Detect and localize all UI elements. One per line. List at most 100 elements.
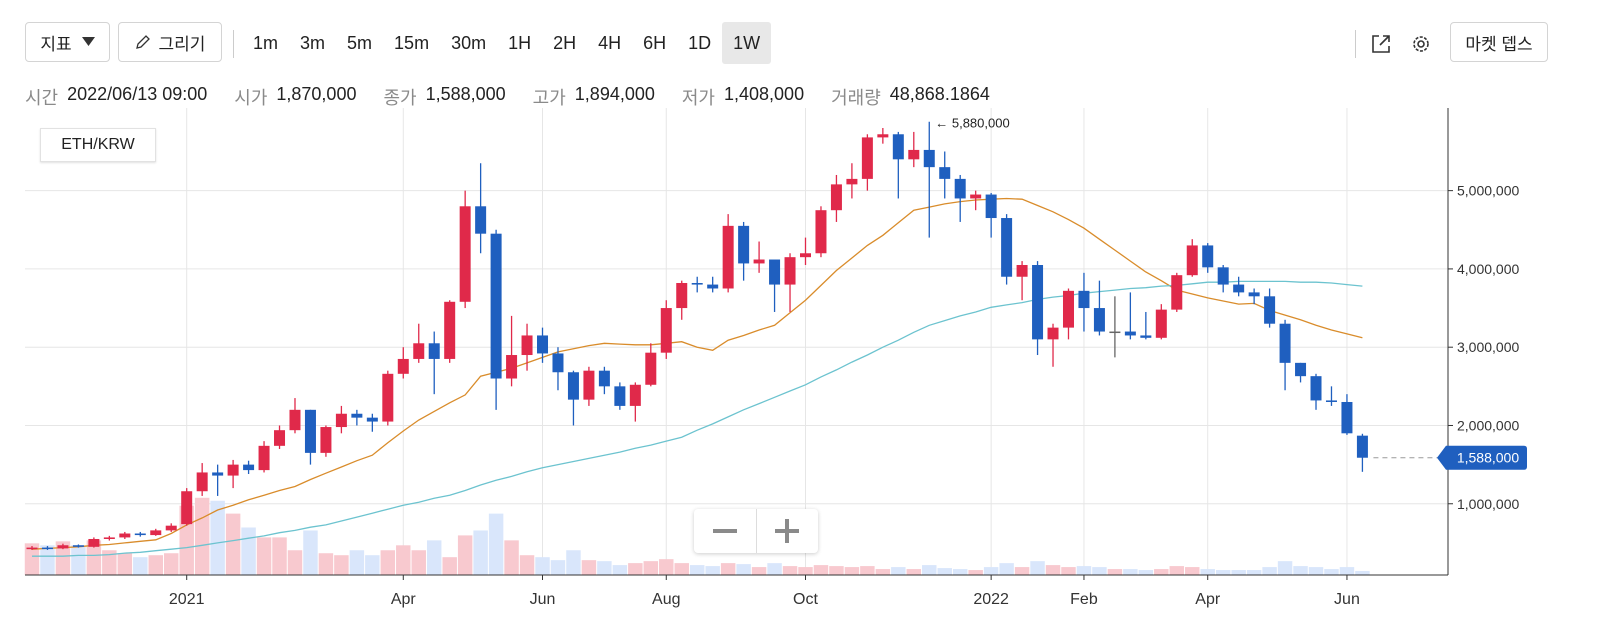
popout-icon[interactable]	[1370, 33, 1392, 55]
candle-body	[258, 445, 270, 471]
info-label: 저가	[681, 88, 715, 108]
volume-bar	[1154, 569, 1169, 575]
candle-body	[1186, 245, 1198, 276]
draw-label: 그리기	[158, 34, 206, 54]
candle-body	[738, 225, 750, 264]
candle-body	[985, 194, 997, 219]
candle-body	[1032, 265, 1044, 340]
volume-bar	[133, 557, 148, 575]
dropdown-icon	[81, 37, 95, 46]
volume-bar	[597, 561, 612, 575]
volume-bar	[705, 566, 720, 575]
minus-icon	[712, 529, 737, 533]
interval-button[interactable]: 4H	[598, 32, 622, 53]
candle-body	[800, 253, 811, 258]
zoom-out[interactable]	[694, 509, 757, 553]
candle-body	[691, 283, 703, 285]
candle-body	[26, 547, 38, 550]
candle-body	[939, 167, 951, 179]
pencil-icon	[135, 35, 150, 49]
settings-icon[interactable]	[1409, 32, 1433, 56]
candle-body	[459, 206, 471, 302]
candle-body	[1279, 323, 1291, 363]
volume-bar	[1200, 569, 1215, 575]
candle-body	[629, 384, 641, 406]
candle-body	[444, 301, 456, 359]
indicator-label: 지표	[40, 34, 72, 54]
candle-body	[196, 472, 208, 492]
candle-body	[1078, 290, 1090, 309]
interval-button[interactable]: 15m	[394, 32, 430, 53]
volume-bar	[287, 550, 303, 575]
candle-body	[1310, 376, 1322, 401]
zoom-control	[694, 509, 818, 553]
interval-button[interactable]: 1D	[688, 32, 712, 53]
interval-button[interactable]: 1W	[722, 22, 772, 64]
x-tick-label: Apr	[391, 591, 417, 608]
depth-button[interactable]: 마켓 뎁스	[1450, 22, 1548, 62]
candle-body	[707, 284, 719, 289]
candle-body	[181, 491, 193, 525]
candle-body	[428, 343, 440, 359]
volume-bar	[535, 557, 550, 575]
volume-bar	[1169, 566, 1185, 575]
x-tick-label: Aug	[652, 591, 680, 608]
info-value: 48,868.1864	[889, 84, 990, 104]
volume-bar	[488, 513, 504, 575]
volume-bar	[581, 560, 597, 575]
volume-bar	[1045, 565, 1061, 575]
candle-body	[877, 134, 889, 138]
info-label: 시가	[234, 88, 268, 108]
interval-button[interactable]: 30m	[451, 32, 487, 53]
candle-body	[41, 547, 53, 550]
volume-bar	[1355, 570, 1370, 575]
volume-bar	[1185, 567, 1200, 575]
interval-button[interactable]: 1H	[508, 32, 532, 53]
minus	[712, 529, 737, 533]
volume-bar	[1246, 570, 1262, 575]
candle-body	[769, 259, 781, 285]
volume-bar	[40, 545, 55, 575]
volume-bar	[71, 545, 86, 575]
volume-bar	[813, 565, 829, 575]
volume-bar	[628, 563, 643, 575]
draw-button[interactable]: 그리기	[118, 22, 222, 62]
x-tick-label: Oct	[793, 591, 818, 608]
indicator-button[interactable]: 지표	[25, 22, 110, 62]
interval-button[interactable]: 5m	[347, 32, 373, 53]
candle-body	[970, 194, 982, 199]
volume-bar	[1014, 567, 1030, 575]
volume-bar	[674, 563, 689, 575]
candle-body	[165, 525, 177, 531]
interval-button[interactable]: 6H	[643, 32, 667, 53]
interval-button[interactable]: 1m	[253, 32, 279, 53]
x-tick-label: Jun	[1334, 591, 1360, 608]
candle-body	[722, 225, 734, 289]
zoom-in[interactable]	[757, 509, 819, 553]
interval-button[interactable]: 2H	[553, 32, 577, 53]
interval-bar: 1m 3m 5m 15m 30m 1H 2H 4H 6H 1D 1W	[242, 22, 772, 64]
volume-bar	[1231, 570, 1246, 575]
symbol-label: ETH/KRW	[40, 128, 156, 162]
volume-bar	[844, 567, 860, 575]
candle-body	[382, 373, 394, 422]
pencil	[135, 35, 150, 49]
separator	[1355, 30, 1356, 58]
volume-bar	[1308, 567, 1324, 575]
volume-bar	[241, 527, 256, 575]
candle-body	[1062, 290, 1074, 328]
volume-bar	[798, 567, 813, 575]
x-tick-label: Apr	[1195, 591, 1221, 608]
volume-bar	[736, 564, 751, 575]
candle-body	[753, 259, 765, 264]
interval-button[interactable]: 3m	[300, 32, 326, 53]
volume-bar	[952, 569, 968, 575]
volume-bar	[303, 530, 318, 575]
volume-bar	[256, 537, 272, 575]
candle-body	[335, 413, 347, 428]
volume-bar	[922, 565, 937, 575]
candle-body	[397, 358, 409, 374]
volume-bar	[194, 497, 210, 575]
candle-body	[134, 533, 146, 536]
volume-bar	[396, 545, 411, 575]
